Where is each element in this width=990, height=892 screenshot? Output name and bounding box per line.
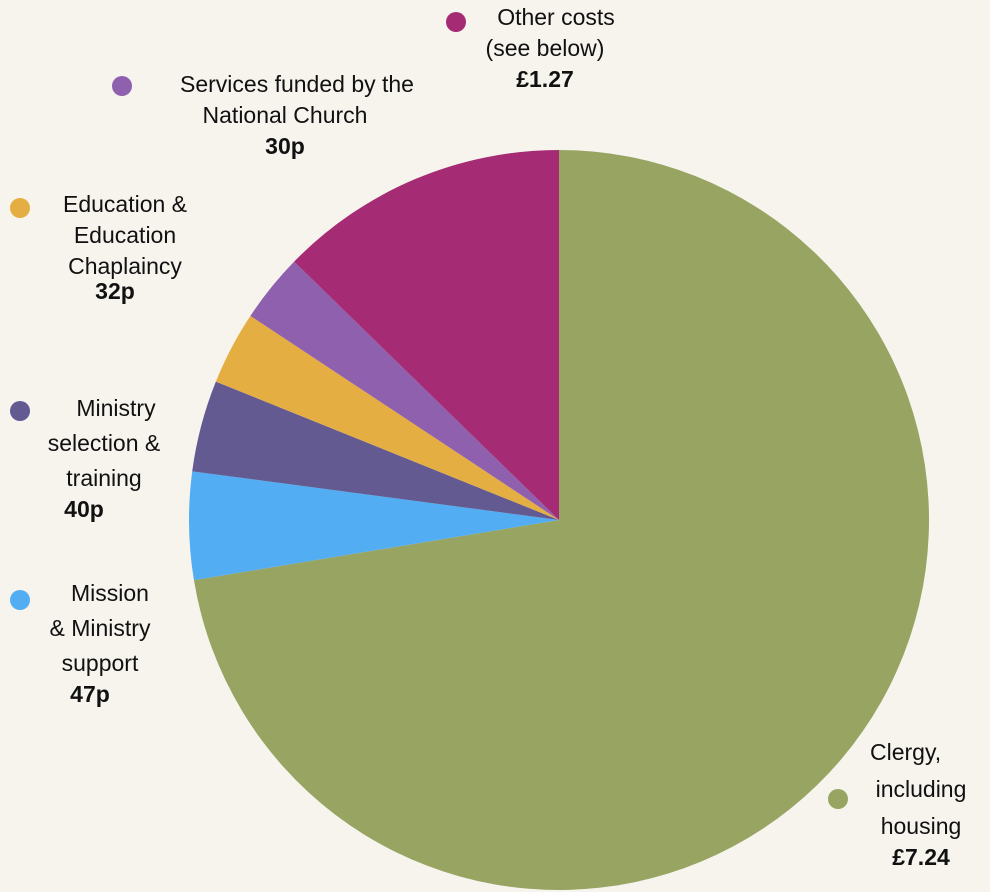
label-education: Education & Education Chaplaincy 32p [30,189,220,307]
pie-slice-services [250,261,559,520]
pie-slice-education [215,315,559,520]
legend-dot-other [446,12,466,32]
legend-dot-education [10,198,30,218]
label-other: Other costs (see below) £1.27 [440,2,650,95]
label-services: Services funded by the National Church 3… [120,69,450,162]
pie-slice-ministry [192,381,559,520]
legend-dot-mission [10,590,30,610]
label-other-line-1: Other costs [497,4,615,30]
pie-slice-clergy [193,150,930,890]
label-ministry-line-2: selection & [47,430,161,456]
pie-slice-mission [189,471,559,581]
legend-dot-clergy [828,789,848,809]
label-ministry-line-3: training [66,465,142,491]
label-mission-line-3: support [61,650,139,676]
label-ministry-line-1: Ministry [76,395,156,421]
label-mission-line-2: & Ministry [49,615,151,641]
label-clergy-value: £7.24 [892,844,950,870]
label-other-value: £1.27 [516,66,574,92]
label-ministry: Ministry selection & training 40p [14,393,194,525]
label-mission-value: 47p [70,681,110,707]
label-education-value: 32p [95,278,135,304]
label-clergy-line-3: housing [880,813,962,839]
label-clergy-line-2: including [875,776,967,802]
legend-dot-services [112,76,132,96]
label-clergy-line-1: Clergy, [870,739,942,765]
label-services-value: 30p [265,133,305,159]
label-education-line-2: Education [73,222,177,248]
label-education-line-1: Education & [62,191,188,217]
label-clergy: Clergy, including housing £7.24 [858,737,984,873]
label-ministry-value: 40p [64,496,104,522]
pie-slice-other [294,150,559,520]
label-education-line-3: Chaplaincy [68,253,182,279]
label-mission-line-1: Mission [71,580,149,606]
label-services-line-2: National Church [202,102,368,128]
label-services-line-1: Services funded by the [180,71,414,97]
label-mission: Mission & Ministry support 47p [10,578,190,710]
label-other-line-2: (see below) [485,35,605,61]
legend-dot-ministry [10,401,30,421]
